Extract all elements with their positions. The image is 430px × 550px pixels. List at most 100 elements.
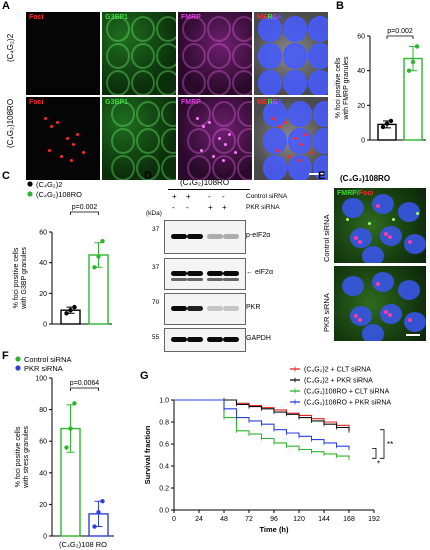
cell-shape <box>182 16 206 42</box>
treatment-sign: + <box>208 203 213 212</box>
foci-dot <box>48 149 51 152</box>
nucleus <box>404 312 426 332</box>
merge-letter: R <box>267 14 273 21</box>
foci-dot <box>288 155 291 158</box>
data-point <box>92 265 97 270</box>
cell-shape <box>212 128 236 154</box>
cell-shape <box>232 70 252 95</box>
scale-bar-a <box>309 173 323 175</box>
scale-bar-e <box>406 334 420 336</box>
legend-label: (C₄G₂)108RO + PKR siRNA <box>304 400 391 407</box>
blot-band <box>223 278 239 281</box>
foci-dot <box>82 151 85 154</box>
x-tick-label: 120 <box>293 516 305 523</box>
micrograph-tile: MERGE <box>254 12 328 95</box>
data-point <box>410 59 416 65</box>
nucleus <box>342 198 364 218</box>
blot-band <box>171 234 187 239</box>
panel-d-kda: (kDa) <box>146 210 162 217</box>
nucleus <box>342 276 364 296</box>
panel-e-row1-label: Control siRNA <box>322 214 331 262</box>
merge-letter: G <box>272 14 279 21</box>
significance-bracket <box>386 35 414 39</box>
y-axis-label: % foci positive cells with stress granule… <box>15 426 30 489</box>
blot-band <box>187 278 203 281</box>
nucleus <box>350 228 372 248</box>
merge-letter: E <box>262 14 268 21</box>
micrograph-tile: G3BP1 <box>102 12 176 95</box>
legend-marker <box>27 181 33 187</box>
panel-label-a: A <box>2 0 10 12</box>
data-point <box>380 124 386 130</box>
y-tick-label: 0.4 <box>159 464 169 471</box>
data-point <box>100 239 105 244</box>
sig-label: * <box>377 460 380 469</box>
panel-label-f: F <box>2 350 9 362</box>
cell-shape <box>136 101 160 127</box>
survival-curve <box>174 399 350 449</box>
foci-dot <box>358 318 362 322</box>
cell-shape <box>187 101 211 127</box>
blot-band <box>223 271 239 276</box>
cell-shape <box>111 155 135 180</box>
merge-letter: G <box>272 99 279 106</box>
granule-dot <box>392 218 395 221</box>
foci-dot <box>218 137 221 140</box>
micrograph-tile: Foci <box>26 12 100 95</box>
y-tick-label: 60 <box>39 439 47 446</box>
foci-dot <box>196 117 199 120</box>
blot-band <box>187 271 203 276</box>
micrograph-tile: Foci <box>26 97 100 180</box>
panel-b-bar-chart: 0 20 40 60 p=0.002 % foci positive cells with … <box>335 28 426 145</box>
y-tick-label: 40 <box>357 68 365 75</box>
treatment-sign: + <box>186 192 191 201</box>
foci-dot <box>278 125 281 128</box>
merge-label: MERGE <box>257 99 283 106</box>
x-tick-label: 48 <box>220 516 228 523</box>
y-tick-label: 20 <box>39 502 47 509</box>
cell-shape <box>263 155 287 180</box>
x-tick-label: 72 <box>245 516 253 523</box>
channel-label: Foci <box>29 99 44 106</box>
cell-shape <box>136 128 160 154</box>
kda-marker: 37 <box>152 226 160 233</box>
cell-shape <box>156 70 176 95</box>
panel-label-d: D <box>144 170 152 182</box>
channel-label: G3BP1 <box>105 14 128 21</box>
x-axis-label: (C₄G₂)108 RO <box>59 540 107 549</box>
panel-g-survival-chart: 0.0 0.2 0.4 0.6 0.8 1.0 0 24 48 72 96 120 144 168 192 T… <box>143 366 393 534</box>
cell-shape <box>207 70 231 95</box>
foci-dot <box>388 235 392 239</box>
data-point <box>64 445 69 450</box>
cell-shape <box>308 43 328 69</box>
cell-shape <box>237 101 252 127</box>
blot-band <box>171 337 187 342</box>
blot-band <box>207 306 223 311</box>
cell-shape <box>182 70 206 95</box>
micrograph-tile: MERGE <box>254 97 328 180</box>
cell-shape <box>136 155 160 180</box>
y-tick-label: 80 <box>39 407 47 414</box>
cell-shape <box>313 101 328 127</box>
blot-band <box>171 271 187 276</box>
kda-marker: 55 <box>152 334 160 341</box>
legend-label: (C₄G₂)2 + PKR siRNA <box>304 378 373 385</box>
treatment-label: PKR siRNA <box>246 204 280 211</box>
nucleus <box>398 202 420 222</box>
blot-band <box>223 234 239 239</box>
foci-dot <box>304 133 307 136</box>
cell-shape <box>232 43 252 69</box>
p-value: p=0.002 <box>72 204 98 211</box>
y-tick-label: 20 <box>357 103 365 110</box>
nucleus <box>350 306 372 326</box>
foci-dot <box>284 121 287 124</box>
cell-shape <box>308 16 328 42</box>
blot-band <box>207 337 223 342</box>
micrograph-tile: FMRP <box>178 12 252 95</box>
y-tick-label: 0.8 <box>159 420 169 427</box>
legend-label: (C₄G₂)2 + CLT siRNA <box>304 367 371 374</box>
channel-label: FMRP <box>181 14 201 21</box>
x-tick-label: 192 <box>368 516 380 523</box>
data-point <box>72 304 77 310</box>
cell-shape <box>258 70 282 95</box>
